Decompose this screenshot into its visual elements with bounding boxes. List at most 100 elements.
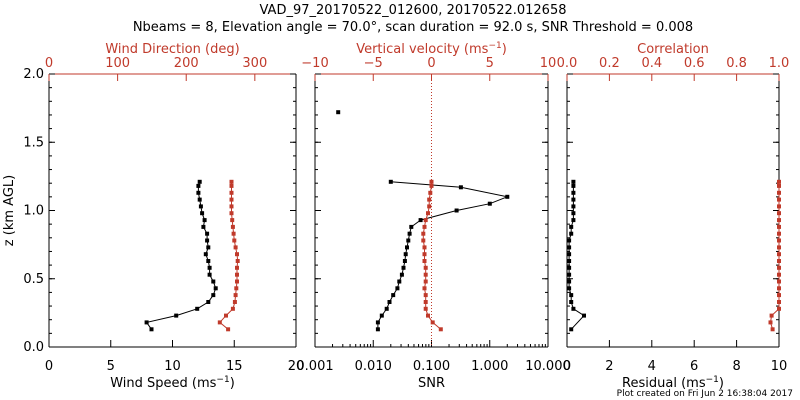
data-point bbox=[387, 300, 392, 304]
data-point bbox=[458, 185, 463, 190]
bottom-tick-label: 0 bbox=[563, 359, 571, 374]
data-point bbox=[777, 286, 781, 291]
data-point bbox=[571, 306, 576, 311]
data-point bbox=[232, 300, 237, 304]
data-point bbox=[571, 197, 576, 202]
data-point bbox=[569, 293, 574, 298]
data-point bbox=[569, 224, 574, 229]
data-point bbox=[567, 272, 572, 277]
data-point bbox=[429, 179, 434, 184]
data-point bbox=[144, 320, 149, 325]
bottom-axis-title: Wind Speed (ms−1) bbox=[110, 375, 235, 391]
top-tick-label: 5 bbox=[486, 56, 494, 71]
data-point bbox=[777, 272, 781, 277]
top-tick-label: 0.8 bbox=[726, 56, 747, 71]
bottom-tick-label: 5 bbox=[107, 359, 115, 374]
data-point bbox=[777, 306, 781, 311]
data-point bbox=[571, 183, 576, 188]
data-point bbox=[388, 179, 393, 184]
data-point bbox=[198, 204, 203, 209]
data-point bbox=[582, 313, 586, 318]
data-point bbox=[399, 272, 404, 277]
data-point bbox=[211, 279, 216, 284]
data-point bbox=[777, 252, 781, 257]
data-point bbox=[401, 265, 406, 270]
data-point bbox=[571, 218, 576, 223]
data-point bbox=[206, 259, 211, 263]
top-tick-label: −5 bbox=[364, 56, 383, 71]
data-point bbox=[229, 179, 234, 184]
bottom-tick-label: 0 bbox=[45, 359, 53, 374]
top-tick-label: 0.2 bbox=[599, 56, 620, 71]
data-point bbox=[235, 259, 240, 263]
data-point bbox=[429, 183, 434, 188]
series-line bbox=[377, 181, 510, 330]
data-point bbox=[777, 245, 781, 250]
data-point bbox=[213, 286, 218, 291]
data-point bbox=[421, 238, 426, 243]
data-point bbox=[336, 110, 341, 115]
y-tick-label: 2.0 bbox=[23, 67, 44, 82]
data-point bbox=[777, 300, 781, 304]
data-point bbox=[211, 293, 216, 298]
figure-subtitle: Nbeams = 8, Elevation angle = 70.0°, sca… bbox=[133, 20, 693, 35]
data-point bbox=[229, 183, 234, 188]
data-point bbox=[569, 231, 574, 236]
y-tick-label: 1.5 bbox=[23, 135, 44, 150]
data-point bbox=[423, 218, 428, 223]
bottom-tick-label: 0.100 bbox=[413, 359, 450, 374]
data-point bbox=[201, 224, 206, 229]
series-snr bbox=[375, 179, 510, 332]
data-point bbox=[777, 279, 781, 284]
top-tick-label: 100 bbox=[105, 56, 130, 71]
data-point bbox=[229, 190, 234, 195]
data-point bbox=[777, 293, 781, 298]
data-point bbox=[217, 320, 222, 325]
data-point bbox=[438, 327, 443, 332]
data-point bbox=[384, 306, 389, 311]
panel-wind: 0.00.51.01.52.00 5 10 15 200 100 200 300 bbox=[23, 56, 304, 374]
bottom-tick-label: 10 bbox=[771, 359, 788, 374]
data-point bbox=[229, 211, 234, 216]
data-point bbox=[777, 179, 781, 184]
data-point bbox=[768, 320, 773, 325]
data-point bbox=[428, 190, 433, 195]
data-point bbox=[205, 231, 210, 236]
bottom-tick-label: 10.000 bbox=[525, 359, 571, 374]
data-point bbox=[231, 231, 236, 236]
panel-snr: 0.001 0.010 0.100 1.000 10.000 −10 −5 0 5 10 bbox=[296, 56, 570, 374]
top-tick-label: 1.0 bbox=[769, 56, 790, 71]
data-point bbox=[391, 293, 396, 298]
data-point bbox=[571, 179, 576, 184]
data-point bbox=[423, 293, 428, 298]
data-point bbox=[174, 313, 179, 318]
data-point bbox=[197, 197, 202, 202]
data-point bbox=[567, 279, 572, 284]
data-point bbox=[422, 245, 427, 250]
data-point bbox=[200, 211, 205, 216]
series-wind-speed bbox=[144, 179, 218, 332]
top-tick-label: −10 bbox=[301, 56, 328, 71]
data-point bbox=[403, 252, 408, 257]
data-point bbox=[226, 327, 231, 332]
data-point bbox=[379, 313, 384, 318]
data-point bbox=[567, 245, 572, 250]
data-point bbox=[233, 245, 238, 250]
data-point bbox=[777, 218, 781, 223]
y-tick-label: 0.0 bbox=[23, 340, 44, 355]
data-point bbox=[230, 224, 235, 229]
data-point bbox=[777, 204, 781, 209]
data-point bbox=[569, 300, 574, 304]
top-tick-label: 0.6 bbox=[684, 56, 705, 71]
y-tick-label: 1.0 bbox=[23, 204, 44, 219]
data-point bbox=[406, 238, 411, 243]
bottom-axis-title: Residual (ms−1) bbox=[622, 375, 724, 391]
data-point bbox=[206, 245, 211, 250]
data-point bbox=[402, 259, 407, 263]
series-correlation bbox=[768, 179, 781, 332]
top-axis-title: Vertical velocity (ms−1) bbox=[356, 41, 507, 57]
data-point bbox=[567, 259, 572, 263]
data-point bbox=[423, 300, 428, 304]
